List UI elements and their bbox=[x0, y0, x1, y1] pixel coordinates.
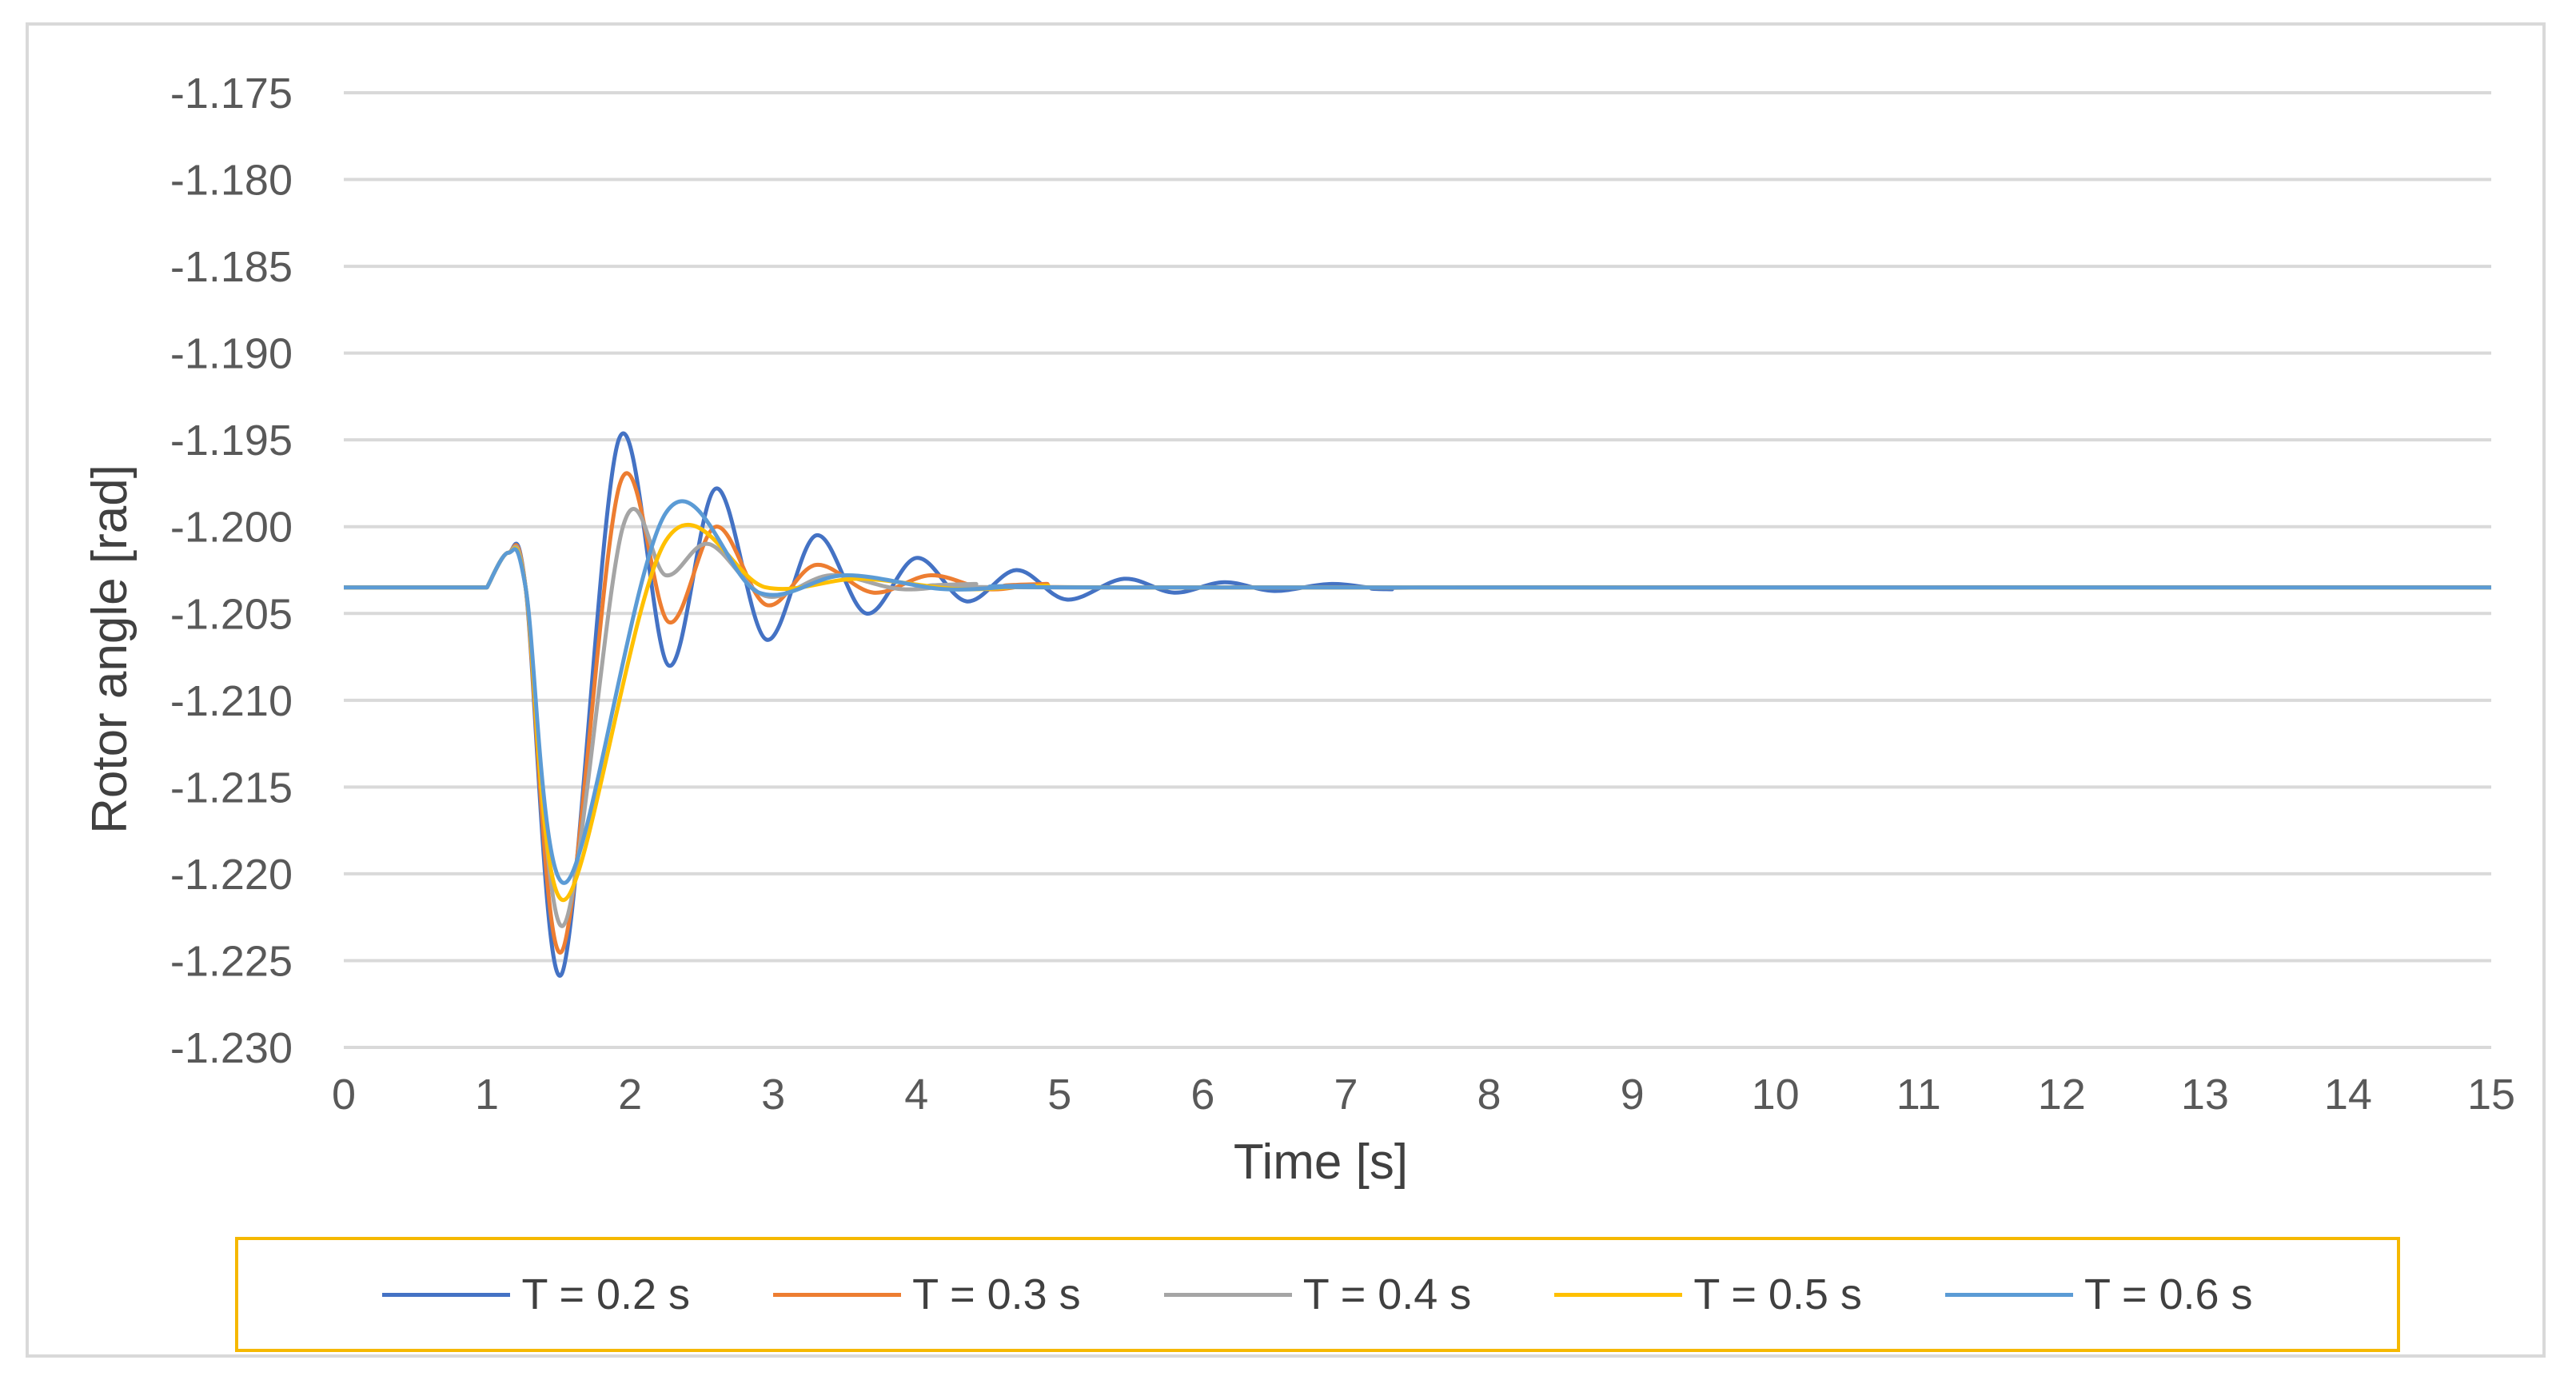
series-line-5 bbox=[344, 499, 2492, 885]
legend-swatch bbox=[1554, 1292, 1683, 1297]
legend-label: T = 0.2 s bbox=[521, 1270, 691, 1318]
y-axis-ticks: -1.175 -1.180 -1.185 -1.190 -1.195 -1.200 -1.2… bbox=[170, 70, 293, 1072]
legend-swatch bbox=[1944, 1292, 2073, 1297]
y-tick-label: -1.180 bbox=[170, 157, 293, 205]
chart-frame: -1.175 -1.180 -1.185 -1.190 -1.195 -1.200 -1.2… bbox=[26, 22, 2546, 1358]
y-tick-label: -1.190 bbox=[170, 330, 293, 378]
legend-swatch bbox=[382, 1292, 511, 1297]
x-tick-label: 0 bbox=[332, 1071, 356, 1119]
y-tick-label: -1.175 bbox=[170, 70, 293, 118]
y-tick-label: -1.230 bbox=[170, 1024, 293, 1072]
y-tick-label: -1.195 bbox=[170, 417, 293, 465]
x-tick-label: 4 bbox=[904, 1071, 928, 1119]
legend-item: T = 0.3 s bbox=[773, 1270, 1081, 1319]
x-axis-title: Time [s] bbox=[1234, 1135, 1408, 1190]
plot-area: -1.175 -1.180 -1.185 -1.190 -1.195 -1.200 -1.2… bbox=[82, 70, 2515, 1190]
gridlines bbox=[344, 91, 2491, 1049]
x-tick-label: 2 bbox=[618, 1071, 642, 1119]
y-tick-label: -1.210 bbox=[170, 677, 293, 725]
y-tick-label: -1.220 bbox=[170, 851, 293, 899]
x-tick-label: 6 bbox=[1190, 1071, 1214, 1119]
x-tick-label: 9 bbox=[1621, 1071, 1645, 1119]
legend-label: T = 0.5 s bbox=[1693, 1270, 1862, 1318]
x-axis-ticks: 0 1 2 3 4 5 6 7 8 9 10 11 12 13 14 15 bbox=[332, 1071, 2515, 1119]
x-tick-label: 13 bbox=[2181, 1071, 2229, 1119]
x-tick-label: 5 bbox=[1047, 1071, 1071, 1119]
x-tick-label: 11 bbox=[1896, 1071, 1941, 1119]
legend-item: T = 0.4 s bbox=[1163, 1270, 1472, 1319]
legend-label: T = 0.3 s bbox=[912, 1270, 1081, 1318]
series-line-3 bbox=[344, 507, 2492, 928]
legend: T = 0.2 s T = 0.3 s T = 0.4 s T = 0.5 s T = … bbox=[235, 1237, 2400, 1352]
series-line-2 bbox=[344, 471, 2492, 955]
y-tick-label: -1.215 bbox=[170, 764, 293, 812]
x-tick-label: 3 bbox=[761, 1071, 785, 1119]
series-lines bbox=[344, 431, 2492, 978]
x-tick-label: 15 bbox=[2467, 1071, 2515, 1119]
legend-label: T = 0.6 s bbox=[2084, 1270, 2253, 1318]
x-tick-label: 1 bbox=[475, 1071, 499, 1119]
series-line-4 bbox=[344, 523, 2492, 902]
x-tick-label: 12 bbox=[2038, 1071, 2086, 1119]
x-tick-label: 7 bbox=[1334, 1071, 1358, 1119]
y-tick-label: -1.205 bbox=[170, 590, 293, 638]
legend-item: T = 0.2 s bbox=[382, 1270, 690, 1319]
legend-label: T = 0.4 s bbox=[1302, 1270, 1472, 1318]
legend-swatch bbox=[773, 1292, 902, 1297]
x-tick-label: 10 bbox=[1752, 1071, 1800, 1119]
y-tick-label: -1.200 bbox=[170, 504, 293, 552]
legend-swatch bbox=[1163, 1292, 1292, 1297]
y-tick-label: -1.185 bbox=[170, 243, 293, 291]
legend-item: T = 0.6 s bbox=[1944, 1270, 2253, 1319]
y-tick-label: -1.225 bbox=[170, 937, 293, 985]
x-tick-label: 14 bbox=[2324, 1071, 2372, 1119]
legend-item: T = 0.5 s bbox=[1554, 1270, 1862, 1319]
x-tick-label: 8 bbox=[1477, 1071, 1501, 1119]
y-axis-title: Rotor angle [rad] bbox=[82, 465, 138, 834]
